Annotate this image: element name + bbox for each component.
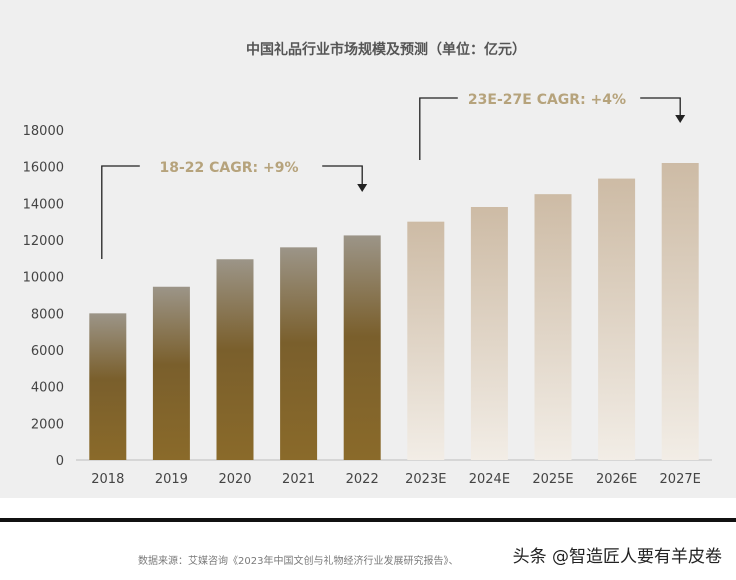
cagr-label: 23E-27E CAGR: +4% (468, 92, 626, 108)
y-tick-label: 4000 (31, 381, 64, 396)
x-tick-label: 2019 (155, 472, 188, 487)
bar-2018 (89, 313, 127, 460)
chart-panel: 中国礼品行业市场规模及预测（单位：亿元） 0 2000 4000 6000 8000 10… (0, 0, 736, 498)
x-tick-label: 2025E (532, 472, 573, 487)
y-tick-label: 10000 (23, 271, 64, 286)
cagr-bracket-left (101, 165, 140, 259)
cagr-label: 18-22 CAGR: +9% (159, 160, 298, 176)
bar-2020 (216, 259, 254, 460)
bar-2024E (470, 207, 508, 460)
x-tick-label: 2023E (405, 472, 446, 487)
y-tick-label: 18000 (23, 124, 64, 139)
arrow-down-icon (357, 184, 368, 192)
y-tick-label: 8000 (31, 307, 64, 322)
x-tick-label: 2027E (660, 472, 701, 487)
x-tick-label: 2020 (218, 472, 251, 487)
bar-2026E (598, 178, 636, 461)
watermark: 头条 @智造匠人要有羊皮卷 (512, 547, 722, 567)
cagr-bracket-left (419, 97, 458, 160)
bar-2022 (343, 235, 381, 460)
source-note: 数据来源：艾媒咨询《2023年中国文创与礼物经济行业发展研究报告》、 (138, 556, 459, 567)
bar-2019 (152, 286, 190, 460)
x-tick-label: 2021 (282, 472, 315, 487)
cagr-bracket-right (640, 97, 681, 117)
y-tick-label: 0 (56, 454, 64, 469)
bar-2027E (661, 163, 699, 460)
x-axis-ticks: 2018 2019 2020 2021 2022 2023E 2024E 2025E 2026E… (91, 472, 701, 487)
x-tick-label: 2026E (596, 472, 637, 487)
bars-group (89, 163, 699, 461)
divider-rule (0, 518, 736, 522)
bar-2021 (280, 247, 318, 460)
y-tick-label: 16000 (23, 161, 64, 176)
cagr-bracket-right (322, 165, 363, 186)
x-tick-label: 2022 (346, 472, 379, 487)
chart-title: 中国礼品行业市场规模及预测（单位：亿元） (246, 41, 526, 58)
x-tick-label: 2024E (469, 472, 510, 487)
y-axis-ticks: 0 2000 4000 6000 8000 10000 12000 14000 16000 180… (23, 124, 64, 469)
x-tick-label: 2018 (91, 472, 124, 487)
y-tick-label: 2000 (31, 417, 64, 432)
arrow-down-icon (675, 115, 686, 123)
bar-chart: 中国礼品行业市场规模及预测（单位：亿元） 0 2000 4000 6000 8000 10… (23, 41, 712, 487)
y-tick-label: 12000 (23, 234, 64, 249)
footer: 数据来源：艾媒咨询《2023年中国文创与礼物经济行业发展研究报告》、 头条 @智… (0, 540, 736, 580)
y-tick-label: 6000 (31, 344, 64, 359)
cagr-annotations: 18-22 CAGR: +9% 23E-27E CAGR: +4% (101, 92, 686, 259)
bar-2023E (407, 221, 445, 460)
bar-2025E (534, 194, 572, 460)
y-tick-label: 14000 (23, 197, 64, 212)
